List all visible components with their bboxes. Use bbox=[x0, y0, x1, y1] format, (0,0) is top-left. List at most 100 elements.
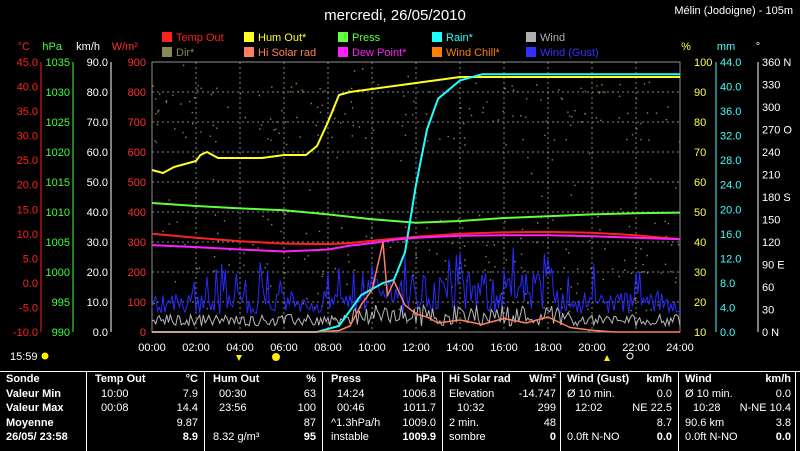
axis-tick-label: 60.0 bbox=[87, 147, 108, 159]
row-label-avg: Moyenne bbox=[6, 416, 54, 429]
series-line-press bbox=[151, 202, 681, 224]
axis-tick-label: 0.0 bbox=[23, 278, 38, 290]
axis-tick-label: 0.0 bbox=[93, 327, 108, 339]
temp-avg-value: 9.87 bbox=[176, 416, 198, 429]
col-hum: Hum Out% 00:30 63 23:56 100 87 8.32 g/m³ 95 bbox=[204, 372, 322, 451]
row-label-min: Valeur Min bbox=[6, 387, 62, 400]
axis-tick-label: 330 bbox=[762, 80, 780, 92]
axis-tick-label: 0 bbox=[140, 327, 146, 339]
axis-tick-label: 1025 bbox=[46, 117, 70, 129]
axis-tick-label: 32.0 bbox=[720, 131, 741, 143]
axis-tick-label: 15.0 bbox=[17, 204, 38, 216]
row-label-current: 26/05/ 23:58 bbox=[6, 431, 68, 444]
press-max-value: 1011.7 bbox=[403, 402, 436, 415]
solar-elev-value: -14.747 bbox=[518, 387, 556, 400]
axis-tick-label: 90.0 bbox=[87, 57, 108, 69]
legend-label: Hum Out* bbox=[258, 32, 307, 44]
legend-swatch bbox=[162, 47, 172, 57]
hum-max-time: 23:56 bbox=[219, 402, 247, 415]
legend-label: Temp Out bbox=[176, 32, 224, 44]
temp-min-time: 10:00 bbox=[101, 387, 129, 400]
legend-label: Wind (Gust) bbox=[540, 47, 599, 59]
x-tick-label: 12:00 bbox=[402, 342, 430, 354]
header-press: Press bbox=[331, 373, 361, 385]
legend-swatch bbox=[244, 47, 254, 57]
axis-tick-label: 12.0 bbox=[720, 253, 741, 265]
axis-unit-right-0: % bbox=[681, 41, 691, 53]
gust-avg-value: 8.7 bbox=[656, 416, 672, 429]
header-gust-unit: km/h bbox=[646, 373, 672, 385]
legend-swatch bbox=[526, 32, 536, 42]
press-cur-value: 1009.9 bbox=[402, 431, 436, 444]
dusk-arrow-icon bbox=[604, 355, 610, 361]
legend-label: Hi Solar rad bbox=[258, 47, 316, 59]
header-hum-unit: % bbox=[306, 373, 316, 385]
legend-swatch bbox=[338, 47, 348, 57]
axis-tick-label: 1000 bbox=[46, 267, 70, 279]
axis-tick-label: 120 bbox=[762, 237, 780, 249]
wind-max-time: 10:28 bbox=[693, 402, 721, 415]
header-hum: Hum Out bbox=[213, 373, 260, 385]
axis-tick-label: 180 S bbox=[762, 192, 791, 204]
axis-tick-label: 36.0 bbox=[720, 106, 741, 118]
x-tick-label: 18:00 bbox=[534, 342, 562, 354]
x-tick-label: 00:00 bbox=[138, 342, 166, 354]
moon-icon bbox=[626, 352, 634, 360]
axis-tick-label: 20.0 bbox=[720, 204, 741, 216]
axis-unit-1: hPa bbox=[42, 41, 62, 53]
x-tick-label: 04:00 bbox=[226, 342, 254, 354]
sun-icon bbox=[41, 352, 49, 360]
solar-max-time: 10:32 bbox=[457, 402, 485, 415]
axis-tick-label: 270 O bbox=[762, 125, 792, 137]
axis-tick-label: 30.0 bbox=[87, 237, 108, 249]
axis-tick-label: 4.0 bbox=[720, 302, 735, 314]
axis-tick-label: 30 bbox=[762, 305, 774, 317]
axis-tick-label: 1005 bbox=[46, 237, 70, 249]
axis-tick-label: 1015 bbox=[46, 177, 70, 189]
axis-tick-label: 10 bbox=[694, 327, 706, 339]
axis-tick-label: 30.0 bbox=[17, 131, 38, 143]
header-press-unit: hPa bbox=[415, 373, 436, 385]
press-max-time: 00:46 bbox=[337, 402, 365, 415]
temp-cur-value: 8.9 bbox=[182, 431, 198, 444]
header-wind-unit: km/h bbox=[765, 373, 791, 385]
axis-tick-label: 240 bbox=[762, 147, 780, 159]
axis-tick-label: 45.0 bbox=[17, 57, 38, 69]
wind-line bbox=[151, 303, 681, 328]
press-min-time: 14:24 bbox=[337, 387, 365, 400]
axis-tick-label: 900 bbox=[128, 57, 146, 69]
axis-tick-label: 700 bbox=[128, 117, 146, 129]
axis-tick-label: 40.0 bbox=[87, 207, 108, 219]
axis-tick-label: -10.0 bbox=[13, 327, 38, 339]
press-trend-note: ^1.3hPa/h bbox=[331, 416, 381, 429]
header-solar: Hi Solar rad bbox=[449, 373, 511, 385]
wind-direction-scatter bbox=[152, 64, 681, 332]
legend-label: Wind Chill* bbox=[446, 47, 501, 59]
hum-min-value: 63 bbox=[303, 387, 316, 400]
temp-max-value: 14.4 bbox=[176, 402, 198, 415]
legend-swatch bbox=[338, 32, 348, 42]
axis-tick-label: 90 bbox=[694, 87, 706, 99]
axis-tick-label: 1030 bbox=[46, 87, 70, 99]
solar-cur-value: 0 bbox=[549, 431, 556, 444]
axis-tick-label: 400 bbox=[128, 207, 146, 219]
press-cur-note: instable bbox=[331, 431, 369, 444]
solar-cur-note: sombre bbox=[449, 431, 486, 444]
legend-label: Press bbox=[352, 32, 381, 44]
col-solar: Hi Solar rad W/m² Elevation -14.747 10:32 2… bbox=[442, 372, 560, 451]
axis-tick-label: 500 bbox=[128, 177, 146, 189]
axis-unit-right-1: mm bbox=[717, 41, 735, 53]
x-tick-label: 02:00 bbox=[182, 342, 210, 354]
axis-tick-label: 50.0 bbox=[87, 177, 108, 189]
axis-tick-label: 24.0 bbox=[720, 180, 741, 192]
wind-avg10-label: Ø 10 min. bbox=[685, 387, 733, 400]
axis-tick-label: -5.0 bbox=[19, 302, 38, 314]
chart-title: mercredi, 26/05/2010 bbox=[324, 7, 466, 24]
col-sonde: Sonde Valeur Min Valeur Max Moyenne 26/0… bbox=[0, 372, 86, 451]
header-temp: Temp Out bbox=[95, 373, 146, 385]
wind-run-note: 90.6 km bbox=[685, 416, 725, 429]
axis-tick-label: 990 bbox=[52, 327, 70, 339]
solar-avg-value: 48 bbox=[543, 416, 556, 429]
axis-tick-label: 360 N bbox=[762, 57, 791, 69]
axis-tick-label: 50 bbox=[694, 207, 706, 219]
